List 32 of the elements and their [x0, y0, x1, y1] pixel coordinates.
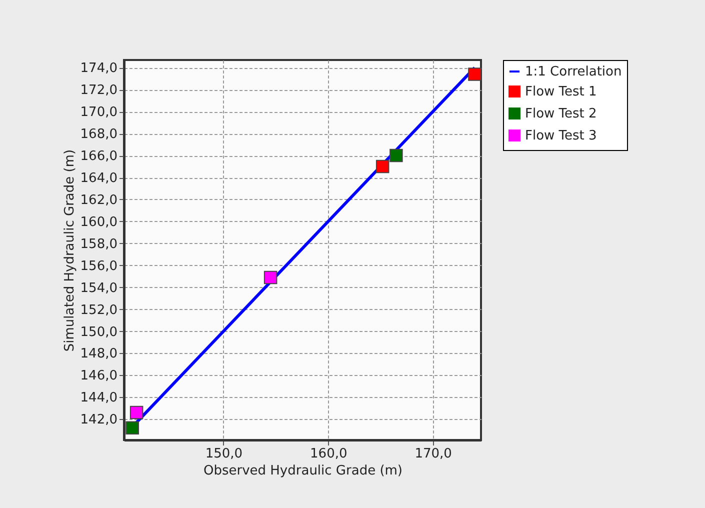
x-tick-label: 160,0	[310, 446, 348, 462]
y-tick-label: 150,0	[80, 324, 118, 340]
y-tick-label: 146,0	[80, 368, 118, 384]
y-tick-label: 142,0	[80, 412, 118, 428]
legend-label: Flow Test 3	[525, 128, 597, 144]
point	[376, 160, 390, 174]
legend-label: Flow Test 2	[525, 106, 597, 122]
y-tick-label: 172,0	[80, 83, 118, 98]
point	[130, 406, 144, 420]
point	[390, 148, 403, 162]
point	[264, 270, 278, 284]
y-tick-label: 148,0	[80, 346, 118, 362]
legend-label: 1:1 Correlation	[525, 64, 622, 80]
y-tick-label: 174,0	[80, 61, 118, 76]
y-tick-label: 152,0	[80, 302, 118, 318]
y-tick-label: 160,0	[80, 214, 118, 230]
y-tick-label: 158,0	[80, 236, 118, 252]
point	[126, 421, 139, 435]
x-tick-label: 150,0	[205, 446, 243, 462]
y-tick-label: 154,0	[80, 280, 118, 296]
x-axis-title: Observed Hydraulic Grade (m)	[203, 464, 403, 478]
legend-label: Flow Test 1	[525, 84, 597, 100]
y-tick-label: 168,0	[80, 127, 118, 142]
y-tick-label: 164,0	[80, 171, 118, 186]
y-tick-label: 156,0	[80, 258, 118, 274]
y-tick-label: 144,0	[80, 390, 118, 406]
y-axis-title: Simulated Hydraulic Grade (m)	[62, 149, 78, 352]
y-tick-label: 170,0	[80, 105, 118, 120]
point	[468, 68, 482, 81]
y-tick-label: 162,0	[80, 192, 118, 208]
y-tick-label: 166,0	[80, 149, 118, 164]
x-tick-label: 170,0	[414, 446, 452, 462]
